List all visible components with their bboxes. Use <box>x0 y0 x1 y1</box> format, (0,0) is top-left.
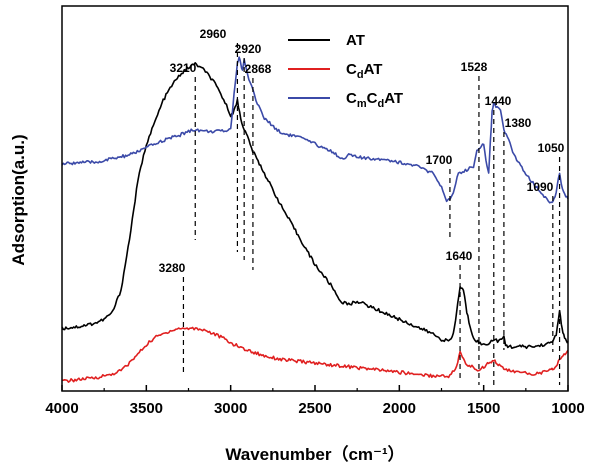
legend-label-cdat: CdAT <box>346 61 382 81</box>
peak-label-1700: 1700 <box>426 153 453 167</box>
series-line-cdat <box>61 326 569 383</box>
series-layer <box>61 56 569 383</box>
peak-label-2868: 2868 <box>245 62 272 76</box>
peak-label-1640: 1640 <box>446 249 473 263</box>
x-tick-label: 4000 <box>45 400 78 417</box>
x-tick-label: 3500 <box>130 400 163 417</box>
peak-label-3280: 3280 <box>159 261 186 275</box>
x-tick-label: 2000 <box>383 400 416 417</box>
annotation-layer: 3210 2960 2920 2868 3280 1700 1640 1528 1440 1380… <box>159 27 565 385</box>
x-tick-label: 1500 <box>467 400 500 417</box>
legend-label-at: AT <box>346 32 365 49</box>
peak-label-1090: 1090 <box>527 180 554 194</box>
peak-label-1528: 1528 <box>461 60 488 74</box>
x-axis-title: Wavenumber（cm⁻¹） <box>225 444 404 464</box>
series-line-at <box>61 62 569 350</box>
peak-label-1440: 1440 <box>485 94 512 108</box>
x-tick-label: 3000 <box>214 400 247 417</box>
plot-frame <box>61 5 569 392</box>
series-line-cmcdat <box>61 56 569 204</box>
peak-label-3210: 3210 <box>170 61 197 75</box>
x-axis: 4000 3500 3000 2500 2000 1500 1000 <box>45 385 585 417</box>
peak-label-2920: 2920 <box>235 42 262 56</box>
x-tick-label: 1000 <box>551 400 584 417</box>
legend-label-cmcdat: CmCdAT <box>346 90 403 110</box>
peak-label-1050: 1050 <box>538 141 565 155</box>
peak-label-2960: 2960 <box>200 27 227 41</box>
y-axis-title: Adsorption(a.u.) <box>9 134 28 265</box>
x-tick-label: 2500 <box>298 400 331 417</box>
legend: AT CdAT CmCdAT <box>288 32 403 110</box>
peak-label-1380: 1380 <box>505 116 532 130</box>
